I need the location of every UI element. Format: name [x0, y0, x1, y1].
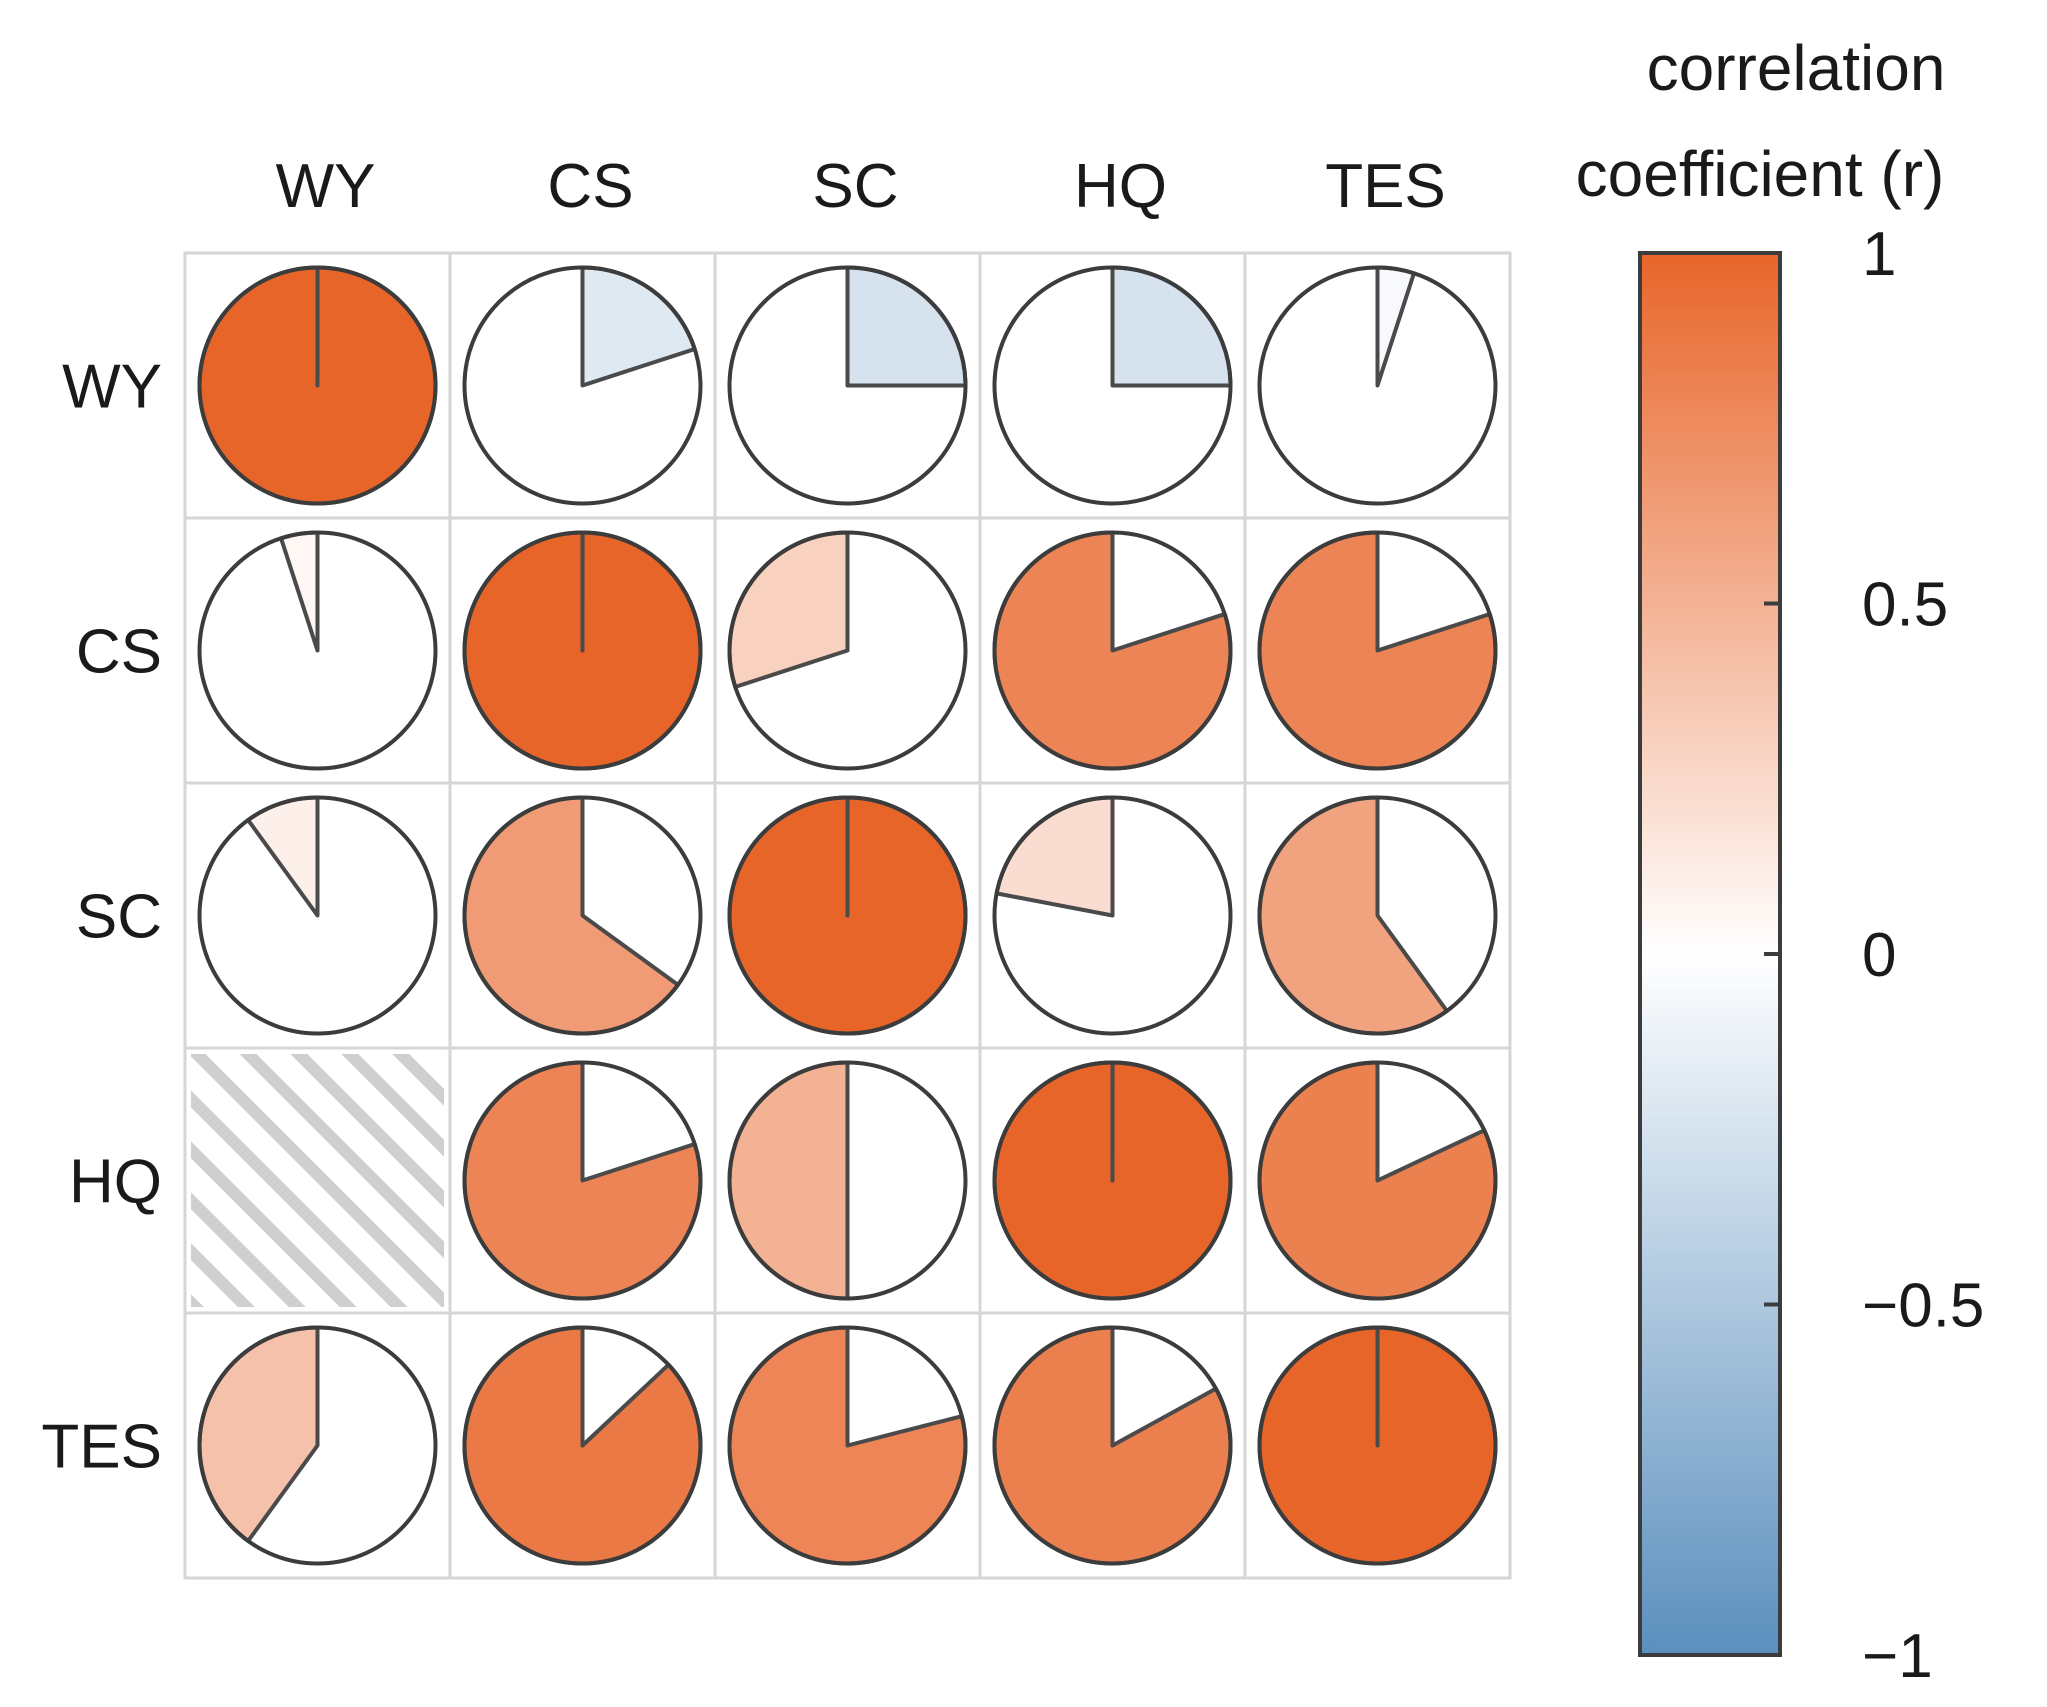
- pie-cell-wy-wy: [197, 265, 438, 506]
- pie-outline: [992, 795, 1233, 1036]
- pie-cell-tes-sc: [727, 1325, 968, 1566]
- row-label-tes: TES: [41, 1413, 162, 1482]
- column-label-sc: SC: [812, 152, 898, 221]
- pie-outline: [1257, 1325, 1498, 1566]
- pie-outline: [1257, 1060, 1498, 1301]
- pie-cell-hq-sc: [727, 1060, 968, 1301]
- pie-cell-tes-cs: [462, 1325, 703, 1566]
- pie-outline: [992, 530, 1233, 771]
- pie-outline: [197, 530, 438, 771]
- pie-cell-sc-tes: [1257, 795, 1498, 1036]
- pie-cell-tes-tes: [1257, 1325, 1498, 1566]
- row-label-cs: CS: [76, 618, 162, 687]
- pie-outline: [1257, 265, 1498, 506]
- pie-outline: [992, 1325, 1233, 1566]
- pie-outline: [462, 1325, 703, 1566]
- pie-outline: [462, 795, 703, 1036]
- grid-cell: [1243, 1311, 1512, 1580]
- pie-outline: [727, 530, 968, 771]
- pie-cell-sc-hq: [992, 795, 1233, 1036]
- pie-cell-wy-cs: [462, 265, 703, 506]
- colorbar: correlation coefficient (r) 1 0.5 0 −0.5 −1: [1576, 32, 1985, 1691]
- pie-outline: [992, 265, 1233, 506]
- pie-outline: [992, 1060, 1233, 1301]
- column-label-cs: CS: [547, 152, 633, 221]
- pie-cell-hq-tes: [1257, 1060, 1498, 1301]
- pie-cell-tes-hq: [992, 1325, 1233, 1566]
- colorbar-tick-label: 0.5: [1862, 571, 1948, 640]
- pie-outline: [1257, 795, 1498, 1036]
- pie-cell-sc-wy: [197, 795, 438, 1036]
- pie-cell-wy-tes: [1257, 265, 1498, 506]
- pie-outline: [727, 1325, 968, 1566]
- colorbar-tick-label: 0: [1862, 921, 1896, 990]
- pie-outline: [462, 530, 703, 771]
- pie-cell-cs-cs: [462, 530, 703, 771]
- pie-cell-cs-tes: [1257, 530, 1498, 771]
- pie-outline: [727, 795, 968, 1036]
- colorbar-title-line2: coefficient (r): [1576, 138, 1945, 210]
- pie-outline: [462, 265, 703, 506]
- pie-outline: [197, 1325, 438, 1566]
- pie-cell-cs-sc: [727, 530, 968, 771]
- pie-cell-wy-hq: [992, 265, 1233, 506]
- pie-outline: [727, 1060, 968, 1301]
- pie-outline: [462, 1060, 703, 1301]
- colorbar-gradient: [1638, 251, 1782, 1657]
- pie-outline: [727, 265, 968, 506]
- pie-outline: [197, 795, 438, 1036]
- colorbar-title-line1: correlation: [1647, 32, 1946, 104]
- pie-cells: [191, 265, 1498, 1566]
- missing-cell-hq-wy: [191, 1054, 444, 1307]
- pie-cell-tes-wy: [197, 1325, 438, 1566]
- axis-labels: WY CS SC HQ TES WY CS SC HQ TES: [41, 152, 1445, 1482]
- pie-cell-sc-sc: [727, 795, 968, 1036]
- colorbar-tick-label: 1: [1862, 220, 1896, 289]
- row-label-hq: HQ: [69, 1148, 162, 1217]
- pie-cell-cs-wy: [197, 530, 438, 771]
- pie-cell-hq-hq: [992, 1060, 1233, 1301]
- row-label-wy: WY: [62, 353, 162, 422]
- pie-cell-wy-sc: [727, 265, 968, 506]
- pie-cell-cs-hq: [992, 530, 1233, 771]
- colorbar-tick-label: −0.5: [1862, 1272, 1984, 1341]
- pie-cell-hq-cs: [462, 1060, 703, 1301]
- column-label-hq: HQ: [1074, 152, 1167, 221]
- pie-cell-sc-cs: [462, 795, 703, 1036]
- pie-outline: [1257, 530, 1498, 771]
- row-label-sc: SC: [76, 883, 162, 952]
- colorbar-tick-label: −1: [1862, 1622, 1933, 1691]
- column-label-tes: TES: [1325, 152, 1446, 221]
- pie-outline: [197, 265, 438, 506]
- column-label-wy: WY: [276, 152, 376, 221]
